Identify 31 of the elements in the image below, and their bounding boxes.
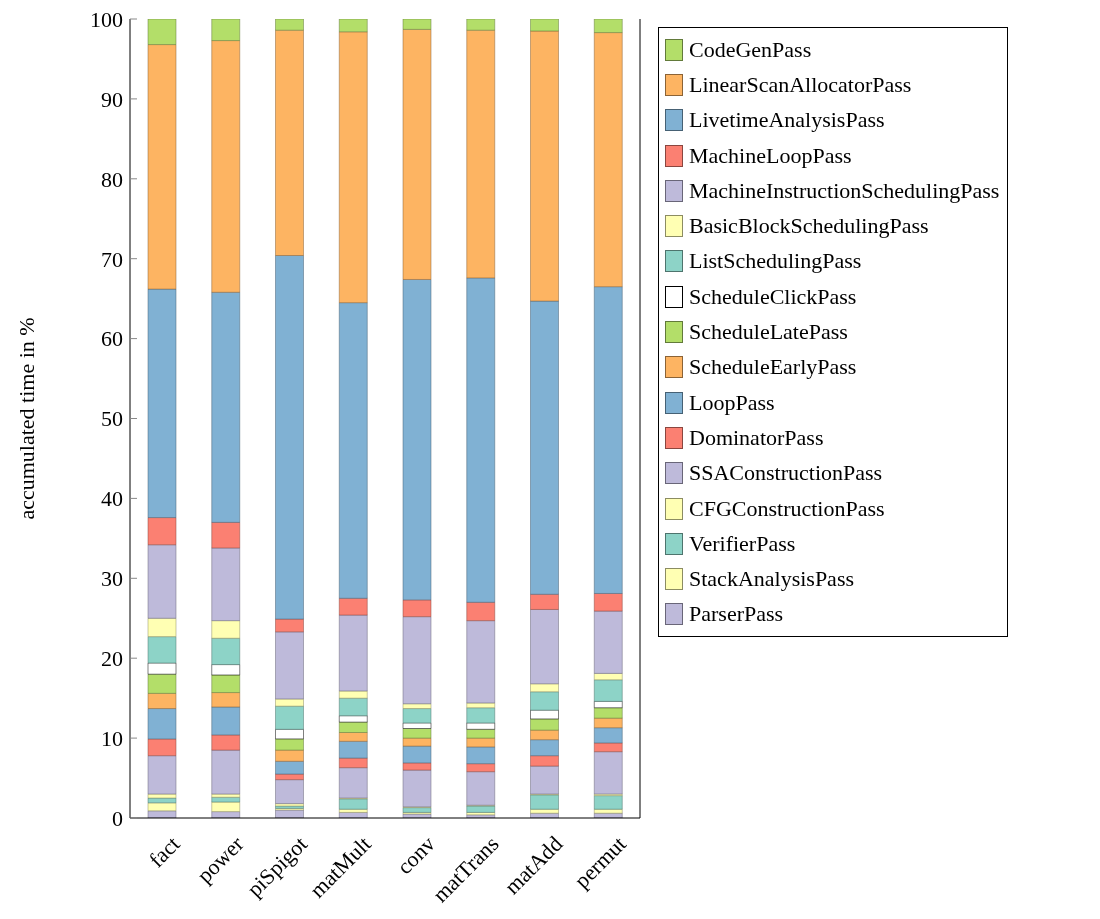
legend-label: MachineLoopPass — [689, 142, 852, 169]
x-tick-label: conv — [391, 831, 440, 880]
legend-label: SSAConstructionPass — [689, 460, 883, 487]
legend-label: ScheduleEarlyPass — [689, 354, 857, 381]
y-tick-label: 50 — [101, 406, 123, 432]
legend-label: CodeGenPass — [689, 36, 812, 63]
y-axis-title: accumulated time in % — [13, 317, 39, 520]
y-tick-label: 60 — [101, 326, 123, 352]
legend-label: CFGConstructionPass — [689, 495, 885, 522]
legend-label: ScheduleLatePass — [689, 319, 848, 346]
x-tick-label: fact — [143, 831, 185, 873]
y-tick-label: 0 — [112, 805, 123, 831]
legend-label: DominatorPass — [689, 424, 824, 451]
legend-label: LinearScanAllocatorPass — [689, 71, 912, 98]
y-tick-label: 10 — [101, 725, 123, 751]
legend-label: ScheduleClickPass — [689, 283, 857, 310]
y-tick-label: 90 — [101, 86, 123, 112]
y-tick-label: 40 — [101, 486, 123, 512]
legend-label: ListSchedulingPass — [689, 248, 862, 275]
legend-label: BasicBlockSchedulingPass — [689, 213, 929, 240]
y-tick-label: 80 — [101, 166, 123, 192]
legend-label: LivetimeAnalysisPass — [689, 107, 885, 134]
legend-label: MachineInstructionSchedulingPass — [689, 177, 1000, 204]
y-tick-label: 30 — [101, 566, 123, 592]
legend-label: VerifierPass — [689, 530, 796, 557]
legend-label: ParserPass — [689, 601, 784, 628]
legend-label: StackAnalysisPass — [689, 566, 854, 593]
y-tick-label: 100 — [90, 6, 123, 32]
legend-label: LoopPass — [689, 389, 775, 416]
y-tick-label: 70 — [101, 246, 123, 272]
y-tick-label: 20 — [101, 646, 123, 672]
